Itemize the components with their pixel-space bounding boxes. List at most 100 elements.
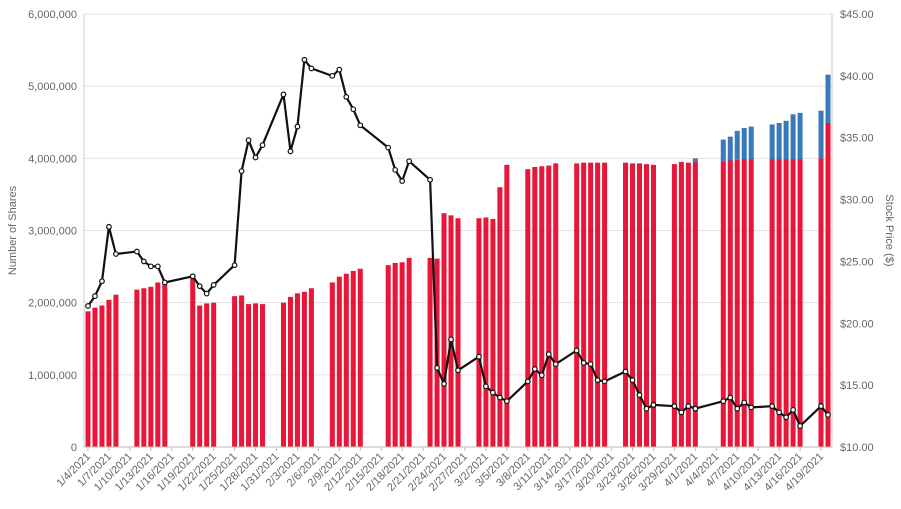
bar-segment-red — [532, 166, 538, 447]
bar-segment-red — [253, 303, 259, 447]
bar-segment-red — [301, 291, 307, 447]
bar-segment-red — [769, 159, 775, 447]
price-point — [350, 106, 357, 113]
price-point — [524, 378, 531, 385]
price-point — [692, 405, 699, 412]
y-left-tick-label: 3,000,000 — [28, 226, 77, 238]
price-point — [280, 91, 287, 98]
y-right-tick-label: $25.00 — [840, 256, 874, 268]
bar-segment-blue — [748, 126, 754, 160]
price-point — [399, 178, 406, 184]
price-point — [622, 368, 629, 375]
price-point — [259, 142, 266, 149]
bar-segment-red — [260, 304, 266, 447]
price-point — [643, 405, 650, 412]
price-point — [545, 351, 552, 358]
price-point — [476, 353, 482, 360]
price-point — [231, 262, 238, 269]
bar-segment-red — [776, 159, 782, 447]
price-point — [357, 122, 364, 129]
price-point — [748, 404, 755, 411]
bar-segment-red — [650, 164, 656, 447]
bar-segment-red — [797, 159, 803, 447]
y-right-tick-label: $35.00 — [840, 133, 874, 145]
bar-segment-red — [232, 296, 238, 447]
bar-segment-red — [148, 286, 154, 447]
bar-segment-red — [357, 268, 363, 447]
price-point — [203, 290, 210, 297]
bar-segment-red — [741, 159, 747, 447]
price-point — [189, 273, 196, 280]
bars — [85, 74, 831, 448]
bar-segment-red — [350, 270, 356, 447]
price-point — [106, 223, 112, 230]
bar-segment-red — [399, 262, 405, 447]
bar-segment-blue — [734, 130, 740, 160]
bar-segment-blue — [825, 74, 831, 123]
price-point — [490, 389, 496, 396]
price-point — [329, 72, 336, 79]
price-point — [308, 65, 315, 72]
bar-segment-red — [441, 213, 447, 447]
bar-segment-blue — [790, 114, 796, 160]
price-point — [776, 409, 783, 416]
price-point — [113, 251, 119, 257]
bar-segment-red — [818, 158, 824, 448]
bar-segment-red — [329, 282, 335, 447]
price-point — [552, 361, 559, 368]
y-right-tick-label: $15.00 — [840, 380, 874, 392]
price-point — [797, 423, 803, 429]
price-point — [678, 409, 685, 416]
bar-segment-red — [636, 163, 643, 447]
price-point — [385, 144, 392, 151]
price-point — [294, 123, 301, 130]
bar-segment-red — [336, 276, 342, 447]
bar-segment-red — [99, 305, 105, 447]
price-point — [287, 148, 294, 155]
bar-segment-blue — [720, 139, 726, 162]
bar-segment-red — [678, 161, 684, 448]
price-point — [496, 394, 503, 401]
price-point — [580, 359, 587, 366]
bar-segment-red — [581, 162, 587, 447]
price-point — [601, 378, 608, 385]
y-left-tick-label: 6,000,000 — [28, 9, 77, 21]
y-right-tick-label: $40.00 — [840, 71, 874, 83]
price-point — [769, 403, 776, 410]
bar-segment-red — [287, 296, 293, 447]
bar-segment-blue — [769, 124, 775, 160]
bar-segment-red — [602, 162, 608, 447]
bar-segment-red — [406, 257, 412, 447]
bar-segment-red — [141, 288, 147, 447]
bar-segment-red — [190, 274, 196, 447]
y-left-tick-label: 5,000,000 — [28, 81, 77, 93]
bar-segment-red — [134, 289, 140, 447]
price-point — [531, 366, 538, 372]
price-point — [441, 381, 447, 387]
bar-segment-red — [294, 293, 300, 447]
price-point — [343, 93, 350, 100]
price-point — [741, 399, 748, 406]
price-point — [392, 166, 399, 173]
bar-segment-red — [162, 281, 168, 447]
price-point — [427, 176, 433, 183]
price-point — [503, 398, 510, 405]
bar-segment-red — [574, 163, 580, 447]
bar-segment-red — [197, 305, 203, 447]
price-point — [825, 411, 831, 418]
bar-segment-red — [734, 159, 740, 447]
price-point — [245, 137, 252, 144]
price-point — [154, 263, 161, 270]
price-point — [85, 303, 91, 309]
bar-segment-red — [790, 159, 796, 447]
bar-segment-blue — [776, 122, 782, 160]
bar-segment-red — [546, 165, 552, 448]
price-point — [140, 258, 147, 265]
bar-segment-red — [448, 215, 454, 447]
bar-segment-red — [748, 159, 754, 447]
bar-segment-red — [595, 162, 601, 447]
bar-segment-red — [727, 160, 733, 447]
bar-segment-red — [92, 307, 98, 447]
